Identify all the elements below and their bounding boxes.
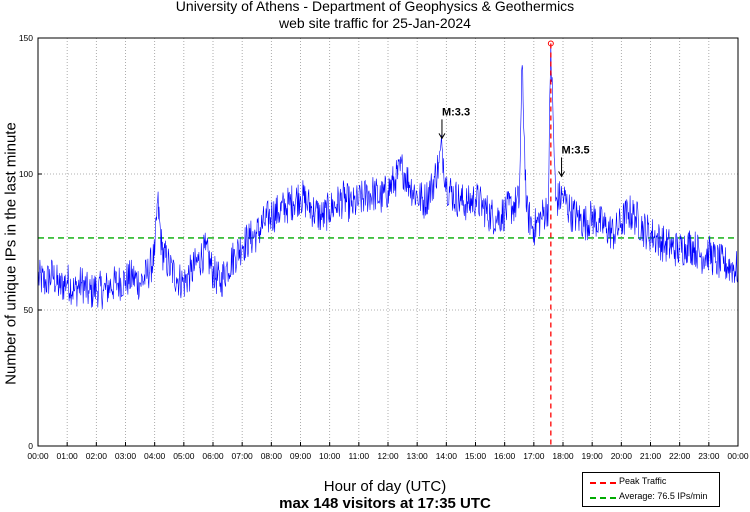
x-tick-label: 16:00 [494,451,516,461]
legend-label-peak: Peak Traffic [619,476,667,486]
x-tick-label: 21:00 [640,451,662,461]
annotation-arrow-head [438,133,446,140]
chart-subtitle: web site traffic for 25-Jan-2024 [279,15,471,31]
annotation-label: M:3.5 [562,144,590,156]
x-tick-label: 08:00 [261,451,283,461]
x-tick-label: 12:00 [377,451,399,461]
annotation-label: M:3.3 [442,106,470,118]
x-tick-label: 13:00 [407,451,429,461]
x-tick-label: 00:00 [27,451,49,461]
chart-note: max 148 visitors at 17:35 UTC [279,495,491,512]
legend-item-average: Average: 76.5 IPs/min [583,491,719,503]
x-tick-label: 04:00 [144,451,166,461]
y-tick-label: 100 [19,169,33,179]
x-tick-label: 14:00 [436,451,458,461]
x-tick-label: 09:00 [290,451,312,461]
x-tick-label: 00:00 [727,451,749,461]
x-tick-label: 06:00 [202,451,224,461]
x-tick-label: 01:00 [57,451,79,461]
legend-item-peak: Peak Traffic [583,476,719,488]
legend-swatch-average [590,497,616,499]
x-tick-label: 18:00 [552,451,574,461]
x-tick-label: 05:00 [173,451,195,461]
x-tick-label: 02:00 [86,451,108,461]
x-tick-label: 11:00 [349,451,370,461]
x-tick-label: 10:00 [319,451,341,461]
x-tick-label: 07:00 [232,451,254,461]
x-axis-label: Hour of day (UTC) [323,478,447,495]
chart-title: University of Athens - Department of Geo… [175,0,575,14]
chart-legend: Peak Traffic Average: 76.5 IPs/min [582,472,720,507]
legend-swatch-peak [590,482,616,484]
x-tick-label: 17:00 [523,451,545,461]
x-tick-label: 23:00 [698,451,720,461]
x-tick-label: 03:00 [115,451,137,461]
annotation-arrow-head [558,171,565,178]
x-tick-label: 15:00 [465,451,487,461]
traffic-series-line [37,43,739,310]
x-tick-label: 19:00 [582,451,604,461]
x-tick-label: 20:00 [611,451,633,461]
legend-label-average: Average: 76.5 IPs/min [619,491,708,501]
x-tick-label: 22:00 [669,451,691,461]
peak-marker [547,40,554,47]
y-tick-label: 150 [19,33,33,43]
y-tick-label: 0 [28,441,33,451]
plot-border [37,37,739,447]
y-tick-label: 50 [24,305,34,315]
